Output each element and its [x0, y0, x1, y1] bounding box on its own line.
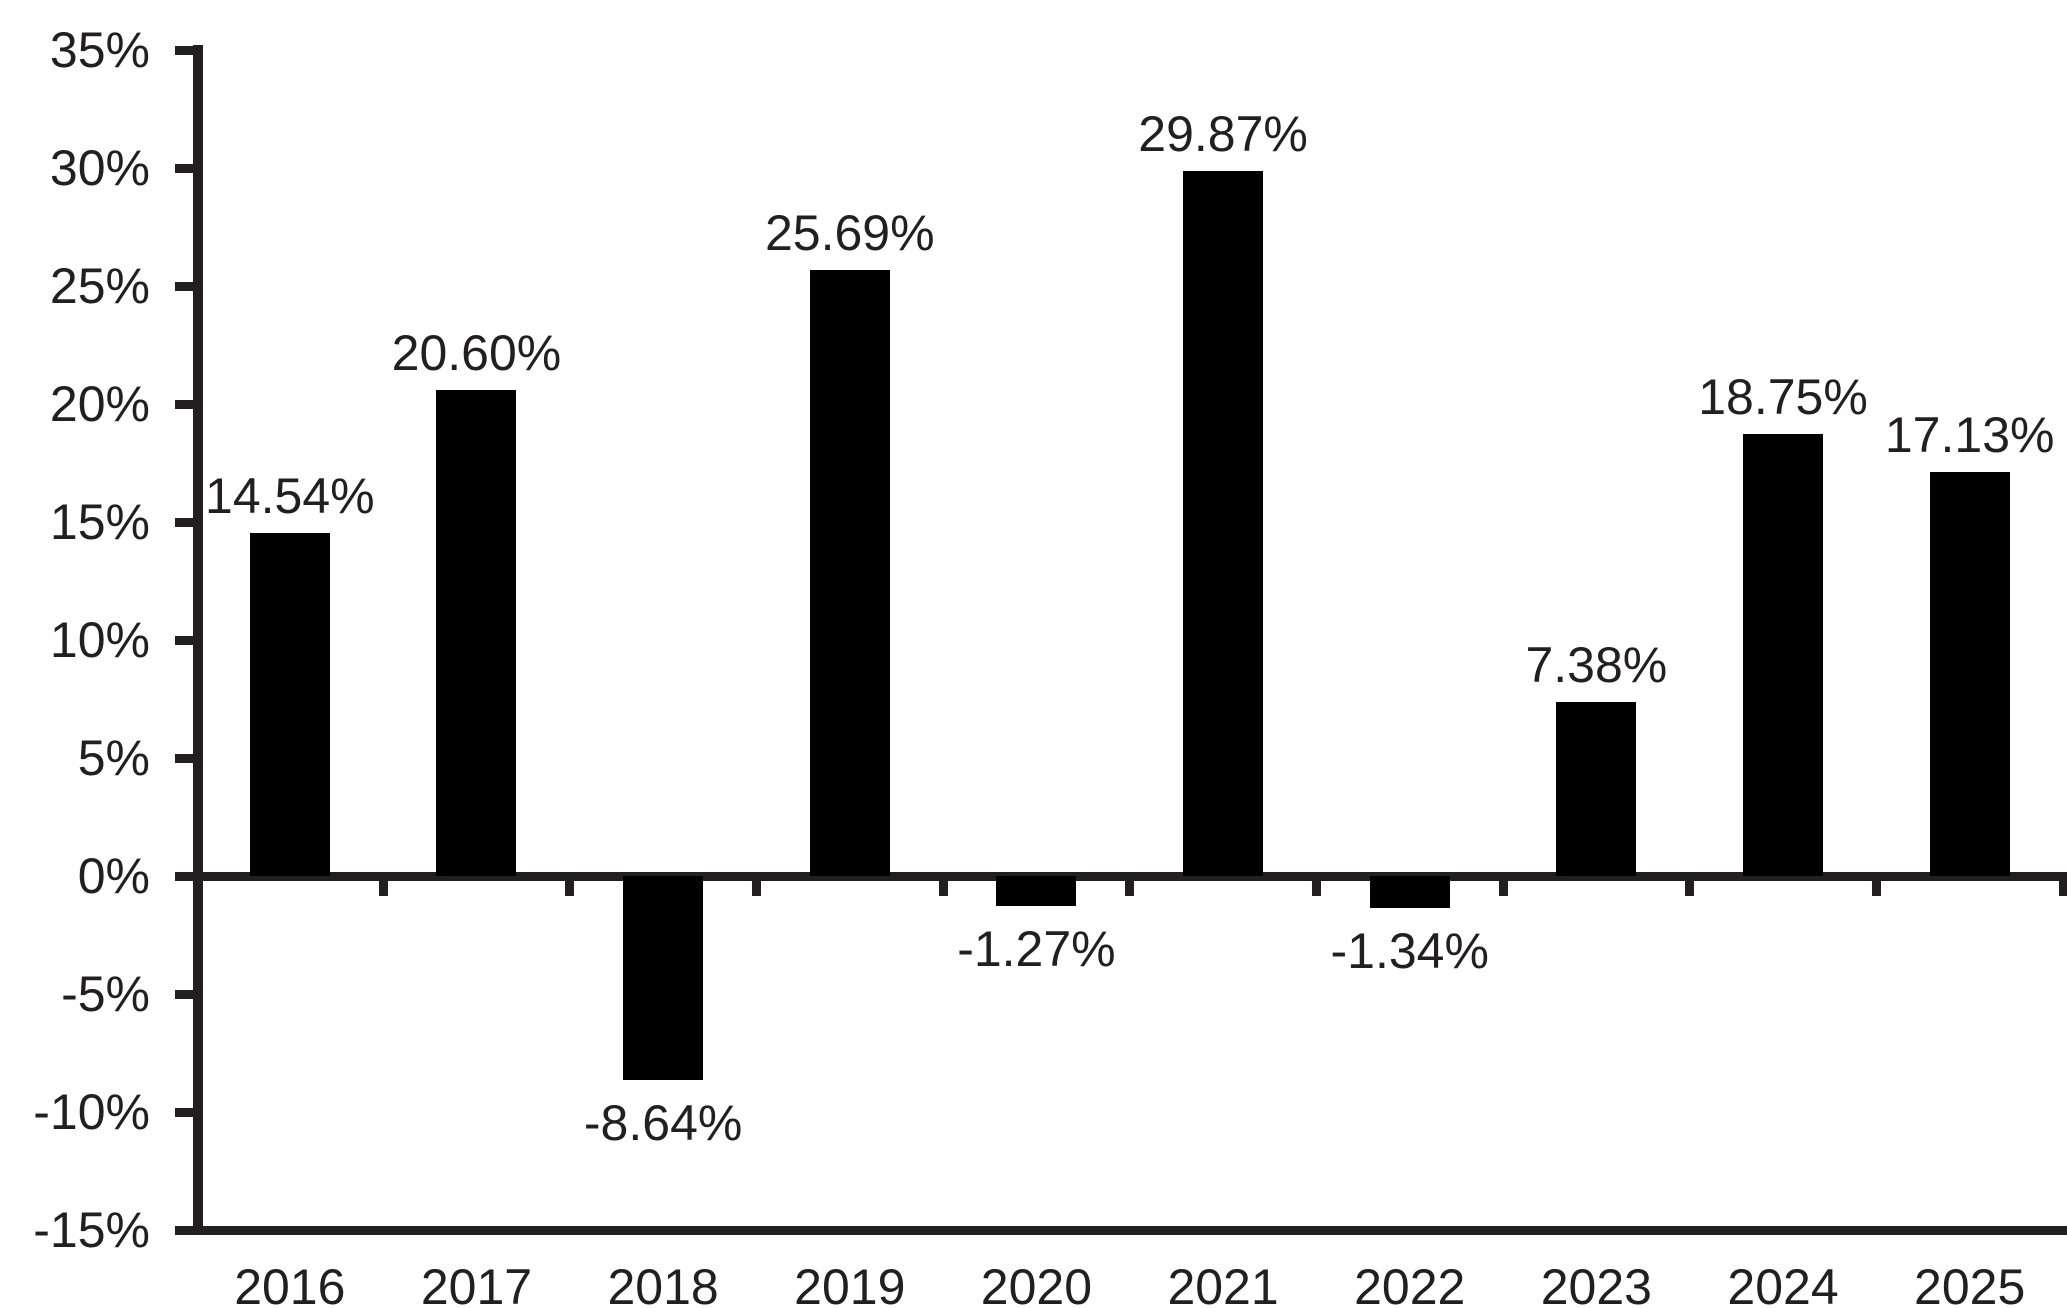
x-axis-tick: [1871, 877, 1881, 896]
bar-2025: [1929, 471, 2010, 876]
x-axis-category-label: 2023: [1540, 1259, 1652, 1308]
y-axis-tick: [175, 871, 194, 881]
bar-value-label: 29.87%: [1138, 106, 1308, 163]
bar-value-label: -8.64%: [583, 1094, 743, 1151]
y-axis-tick: [175, 1107, 194, 1117]
bar-2022: [1369, 876, 1450, 908]
y-axis-tick-label: -5%: [61, 966, 150, 1022]
x-axis-tick: [565, 877, 575, 896]
bar-value-label: 14.54%: [205, 467, 375, 524]
bar-2020: [996, 876, 1077, 906]
x-axis-category-label: 2024: [1727, 1259, 1839, 1308]
x-axis-tick: [1498, 877, 1508, 896]
x-axis-category-label: 2018: [607, 1259, 719, 1308]
bar-value-label: 25.69%: [764, 204, 935, 261]
x-axis-tick: [751, 877, 761, 896]
bar-2023: [1556, 701, 1637, 876]
bar-2018: [623, 876, 704, 1080]
x-axis-tick: [1125, 877, 1135, 896]
x-axis-tick: [938, 877, 948, 896]
y-axis-tick-label: -15%: [33, 1202, 150, 1258]
bar-2021: [1183, 171, 1264, 876]
y-axis-tick-label: 30%: [49, 140, 150, 196]
y-axis-tick: [175, 517, 194, 527]
bar-value-label: 17.13%: [1884, 406, 2055, 463]
y-axis-tick: [175, 1225, 194, 1235]
y-axis-tick-label: 0%: [77, 848, 150, 904]
y-axis-line: [193, 45, 203, 1235]
y-axis-tick: [175, 281, 194, 291]
x-axis-category-label: 2019: [794, 1259, 906, 1308]
x-axis-category-label: 2016: [234, 1259, 346, 1308]
y-axis-tick-label: 35%: [49, 22, 150, 78]
bar-2019: [809, 269, 890, 876]
y-axis-tick: [175, 45, 194, 55]
y-axis-tick: [175, 399, 194, 409]
y-axis-tick-label: -10%: [33, 1084, 150, 1140]
bar-value-label: 18.75%: [1698, 368, 1868, 425]
x-axis-category-label: 2020: [980, 1259, 1093, 1308]
y-axis-tick: [175, 635, 194, 645]
y-axis-tick: [175, 989, 194, 999]
bar-2024: [1743, 433, 1824, 876]
x-axis-bottom-line: [193, 1226, 2067, 1235]
bar-value-label: 20.60%: [391, 324, 562, 381]
x-axis-category-label: 2022: [1354, 1259, 1466, 1308]
bar-value-label: 7.38%: [1525, 636, 1668, 693]
y-axis-tick: [175, 753, 194, 763]
bar-2016: [249, 532, 330, 876]
y-axis-tick-label: 10%: [49, 612, 150, 668]
x-axis-zero-line: [193, 872, 2067, 881]
bar-value-label: -1.34%: [1330, 922, 1489, 979]
y-axis-tick-label: 25%: [49, 258, 150, 314]
x-axis-category-label: 2025: [1914, 1259, 2026, 1308]
y-axis-tick: [175, 163, 194, 173]
bar-value-label: -1.27%: [957, 920, 1116, 977]
y-axis-tick-label: 15%: [49, 494, 150, 550]
x-axis-tick: [378, 877, 388, 896]
x-axis-tick: [2058, 877, 2067, 896]
x-axis-category-label: 2021: [1167, 1259, 1279, 1308]
x-axis-tick: [1685, 877, 1695, 896]
x-axis-category-label: 2017: [420, 1259, 533, 1308]
y-axis-tick-label: 20%: [49, 376, 150, 432]
x-axis-tick: [1311, 877, 1321, 896]
bar-2017: [436, 389, 517, 876]
y-axis-tick-label: 5%: [77, 730, 150, 786]
